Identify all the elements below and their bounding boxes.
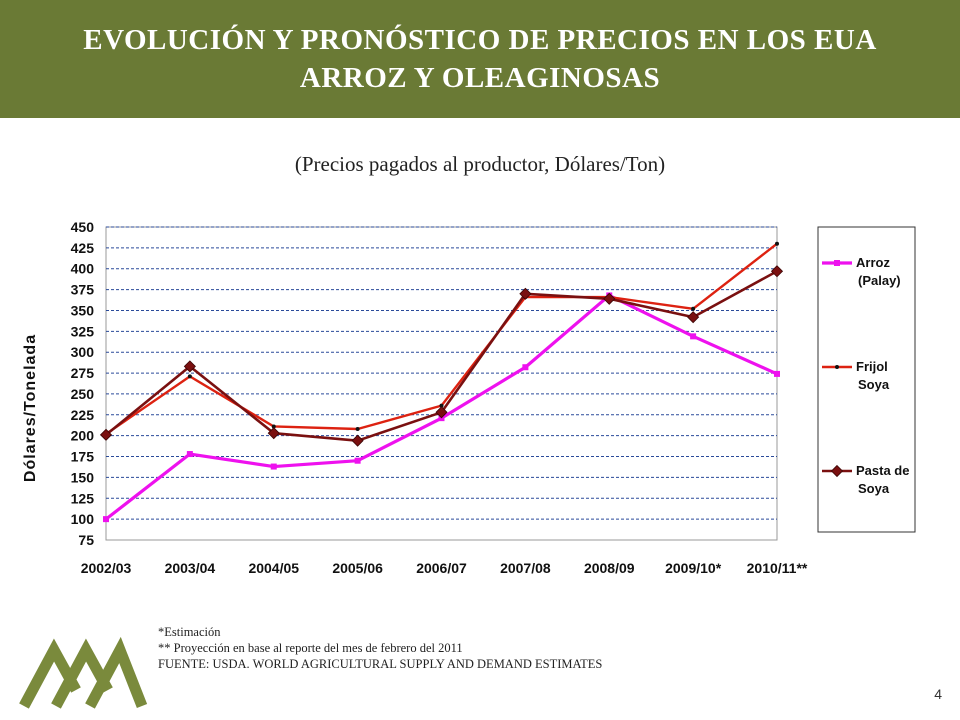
y-tick-label: 100 [71,511,95,527]
chart-subtitle: (Precios pagados al productor, Dólares/T… [294,152,666,176]
data-point [687,311,700,324]
x-tick-label: 2007/08 [500,560,551,576]
footnote-estimate: *Estimación [158,625,221,639]
data-point [690,333,697,340]
axis-ticks: 75 100 125 150 175 200 225 250 275 300 325 350 375 40… [71,219,808,576]
y-tick-label: 125 [71,490,95,506]
data-point [691,306,696,311]
footnote-source: FUENTE: USDA. WORLD AGRICULTURAL SUPPLY … [158,657,603,671]
data-point [770,265,784,278]
y-tick-label: 175 [71,449,95,465]
y-tick-label: 225 [71,407,95,423]
logo-mountain-right [85,636,148,709]
legend-label: Soya [858,481,890,496]
legend-box [817,226,916,533]
data-point [271,424,276,429]
data-point [354,457,361,464]
y-tick-label: 425 [71,240,95,256]
legend-entry: Frijol Soya [822,359,890,392]
data-point [270,463,277,470]
x-tick-label: 2009/10* [665,560,722,576]
data-point [830,464,844,478]
legend-entry: Pasta de Soya [822,463,909,496]
x-tick-label: 2006/07 [416,560,467,576]
y-tick-label: 400 [71,261,95,277]
y-tick-label: 350 [71,302,95,318]
institution-logo [19,636,148,709]
legend-label: Soya [858,377,890,392]
legend-label: Arroz [856,255,890,270]
data-point [774,370,780,377]
y-tick-label: 200 [71,428,95,444]
y-tick-label: 375 [71,282,95,298]
data-point [183,360,196,373]
title-banner: EVOLUCIÓN Y PRONÓSTICO DE PRECIOS EN LOS… [0,0,960,118]
y-tick-label: 300 [71,344,95,360]
data-point [187,374,192,379]
data-point [435,406,448,419]
legend-label: (Palay) [858,273,901,288]
price-chart: Dólares/Tonelada 75 100 125 150 175 200 225 250… [22,219,916,576]
y-axis-label: Dólares/Tonelada [22,334,39,482]
legend-label: Frijol [856,359,888,374]
data-point [99,428,113,441]
legend-label: Pasta de [856,463,909,478]
x-tick-label: 2010/11** [747,560,808,576]
footnote-projection: ** Proyección en base al reporte del mes… [158,641,463,655]
title-line-2: ARROZ Y OLEAGINOSAS [299,62,661,94]
page-number: 4 [934,686,942,702]
y-tick-label: 75 [78,532,94,548]
x-tick-label: 2005/06 [332,560,383,576]
x-tick-label: 2002/03 [81,560,132,576]
y-tick-label: 150 [71,469,95,485]
data-point [522,364,529,371]
data-point [439,403,444,408]
footnotes: *Estimación ** Proyección en base al rep… [158,624,602,672]
series-lines [99,241,784,523]
plot-frame [105,226,778,541]
series-pasta-de-soya [99,265,784,447]
x-tick-label: 2004/05 [248,560,299,576]
data-point [355,426,360,431]
data-point [775,241,779,246]
data-point [835,365,839,369]
legend-entry: Arroz (Palay) [822,255,901,288]
y-tick-label: 450 [71,219,95,235]
data-point [186,451,193,458]
data-point [103,516,109,523]
legend: Arroz (Palay) Frijol Soya Pasta de Soya [817,226,916,533]
x-tick-label: 2003/04 [165,560,216,576]
x-tick-label: 2008/09 [584,560,635,576]
data-point [519,287,532,300]
y-tick-label: 250 [71,386,95,402]
y-tick-label: 325 [71,323,95,339]
data-point [267,427,280,440]
title-line-1: EVOLUCIÓN Y PRONÓSTICO DE PRECIOS EN LOS… [83,24,877,56]
data-point [351,434,364,447]
y-tick-label: 275 [71,365,95,381]
data-point [834,260,840,266]
data-point [603,292,616,305]
grid-lines [105,226,778,541]
